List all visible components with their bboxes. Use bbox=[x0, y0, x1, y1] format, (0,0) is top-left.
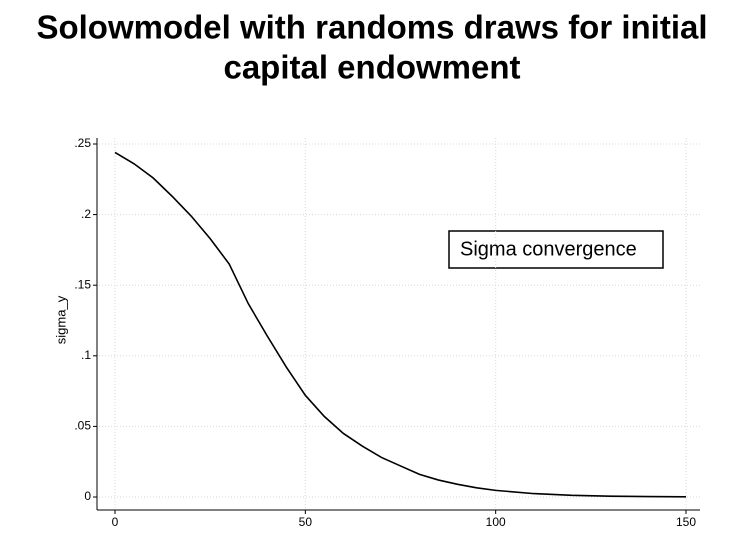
chart-title: capital endowment bbox=[223, 49, 520, 86]
annotation: Sigma convergence bbox=[460, 238, 637, 260]
x-tick-label: 100 bbox=[486, 515, 506, 529]
x-tick-label: 0 bbox=[112, 515, 119, 529]
y-tick-label: .05 bbox=[74, 419, 91, 433]
y-tick-label: .25 bbox=[74, 136, 91, 150]
y-tick-label: .1 bbox=[81, 348, 91, 362]
chart-title: Solowmodel with randoms draws for initia… bbox=[36, 9, 707, 46]
x-tick-label: 50 bbox=[299, 515, 313, 529]
x-tick-label: 150 bbox=[676, 515, 696, 529]
y-tick-label: .2 bbox=[81, 207, 91, 221]
y-tick-label: 0 bbox=[84, 489, 91, 503]
annotation-box bbox=[448, 230, 664, 269]
line bbox=[114, 151, 687, 498]
y-tick-label: .15 bbox=[74, 277, 91, 291]
y-axis-label: sigma_y bbox=[53, 295, 68, 344]
